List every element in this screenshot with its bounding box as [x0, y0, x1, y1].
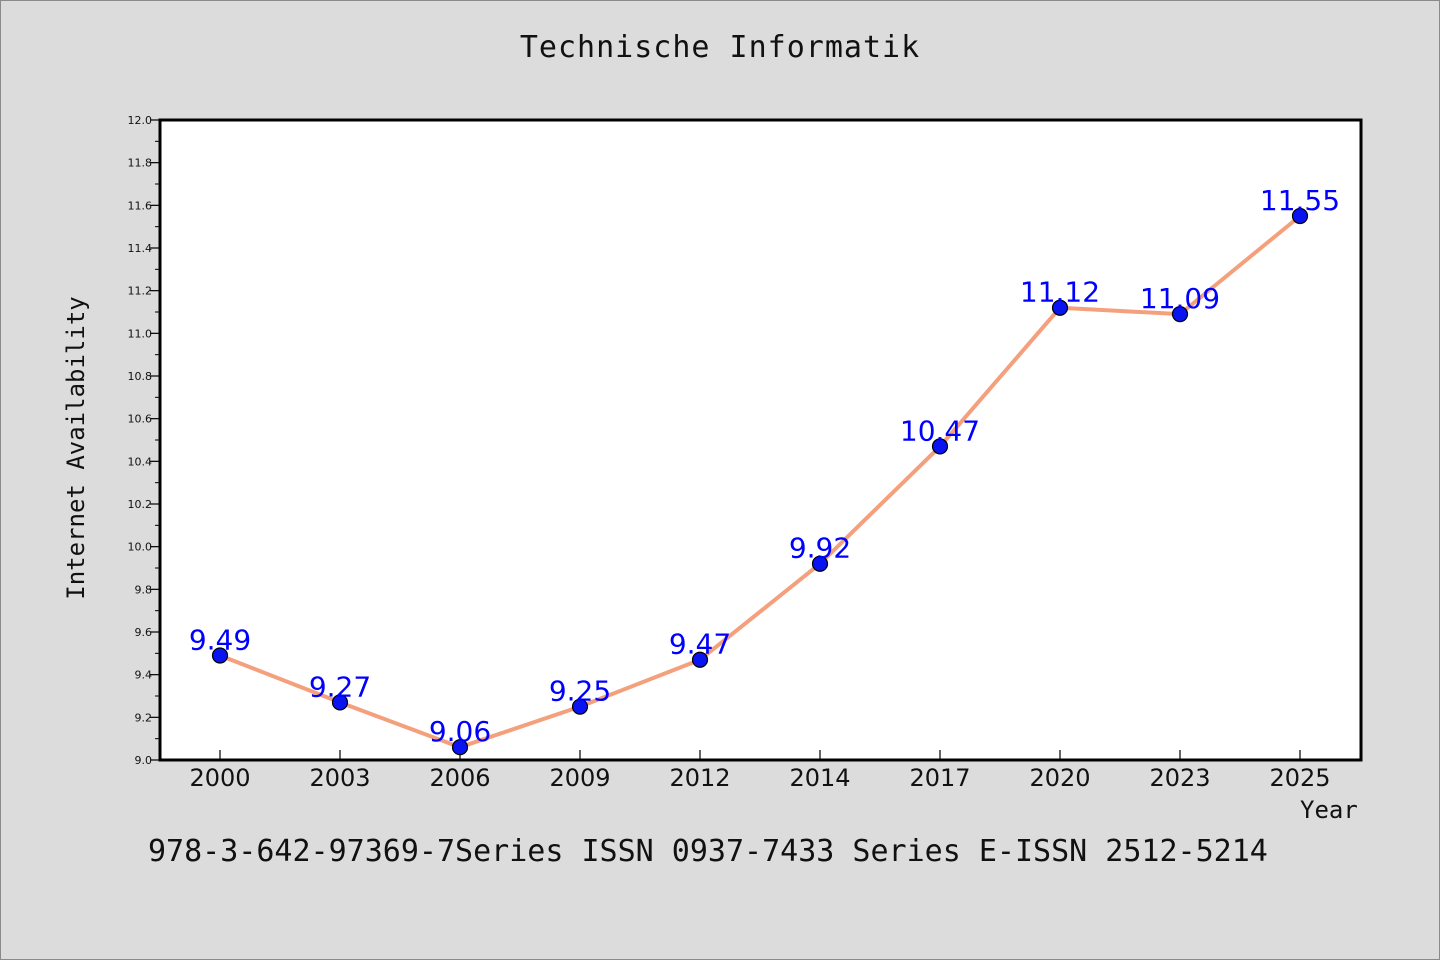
x-tick-label: 2017 — [909, 764, 970, 792]
data-point — [931, 438, 949, 455]
y-tick-label: 9.4 — [135, 669, 153, 682]
y-tick-label: 12.0 — [128, 114, 153, 127]
data-markers — [211, 207, 1309, 756]
y-tick-label: 11.2 — [128, 285, 153, 298]
y-tick-label: 9.6 — [135, 626, 153, 639]
y-tick-label: 10.2 — [128, 498, 153, 511]
data-point — [571, 698, 589, 715]
y-tick-label: 11.4 — [128, 242, 153, 255]
chart-title: Technische Informatik — [519, 30, 921, 65]
data-point — [211, 647, 229, 664]
y-tick-label: 9.8 — [135, 583, 153, 596]
y-tick-label: 10.6 — [128, 413, 153, 426]
footnote-text: 978-3-642-97369-7Series ISSN 0937-7433 S… — [148, 834, 1268, 869]
data-point — [451, 739, 469, 756]
data-label: 9.25 — [549, 675, 611, 708]
series-line — [218, 214, 1302, 750]
x-tick-label: 2023 — [1149, 764, 1210, 792]
x-axis-label: Year — [1300, 796, 1358, 824]
x-tick-label: 2025 — [1269, 764, 1330, 792]
data-label: 9.49 — [189, 623, 251, 656]
data-label: 9.92 — [789, 532, 851, 565]
data-label: 11.09 — [1140, 282, 1220, 315]
data-label: 10.47 — [900, 414, 980, 447]
data-label: 11.55 — [1260, 184, 1340, 217]
x-tick-label: 2003 — [309, 764, 370, 792]
data-point — [811, 555, 829, 572]
x-tick-label: 2020 — [1029, 764, 1090, 792]
y-tick-label: 11.8 — [128, 157, 153, 170]
x-tick-label: 2006 — [429, 764, 490, 792]
x-tick-label: 2009 — [549, 764, 610, 792]
y-tick-label: 9.0 — [135, 754, 153, 767]
plot-frame — [158, 118, 1363, 762]
data-label: 9.27 — [309, 670, 371, 703]
data-label: 11.12 — [1020, 276, 1100, 309]
y-tick-label: 10.8 — [128, 370, 153, 383]
x-axis-ticks: 2000 2003 2006 2009 2012 2014 2017 2020 2023 2025 — [189, 750, 1331, 792]
y-tick-label: 11.6 — [128, 199, 153, 212]
y-axis-ticks: 9.0 9.2 9.4 9.6 9.8 10.0 10.2 10.4 10.6 10.8 11.0 1… — [128, 114, 160, 767]
data-point — [1291, 207, 1309, 225]
y-tick-label: 10.4 — [128, 455, 153, 468]
plot-area — [160, 120, 1361, 760]
y-tick-label: 11.0 — [128, 327, 153, 340]
data-label: 9.47 — [669, 628, 731, 661]
data-point — [1171, 306, 1189, 323]
x-tick-label: 2014 — [789, 764, 850, 792]
data-point — [691, 651, 709, 668]
data-labels: 9.49 9.27 9.06 9.25 9.47 9.92 10.47 11.12 11.09 1… — [189, 184, 1340, 748]
y-tick-label: 10.0 — [128, 541, 153, 554]
data-point — [1051, 299, 1069, 316]
data-point — [331, 694, 349, 711]
data-label: 9.06 — [429, 715, 491, 748]
y-tick-label: 9.2 — [135, 711, 153, 724]
x-tick-label: 2000 — [189, 764, 250, 792]
x-tick-label: 2012 — [669, 764, 730, 792]
